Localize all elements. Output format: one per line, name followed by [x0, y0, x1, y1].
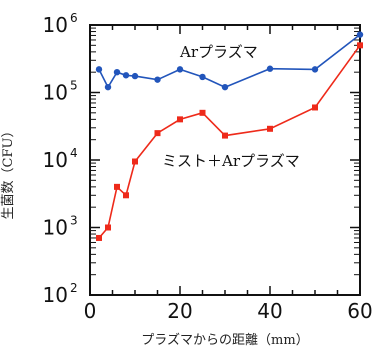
- series-0-point: [131, 72, 139, 80]
- series-0-point: [154, 76, 161, 83]
- x-tick-label: 20: [167, 299, 192, 323]
- x-tick-label: 60: [347, 299, 372, 323]
- y-tick-label: 10: [43, 81, 68, 105]
- series-1-point: [177, 116, 183, 123]
- series-1-point: [123, 192, 129, 199]
- x-axis-label: プラズマからの距離（mm）: [141, 332, 308, 348]
- annotation-ar-plasma: Arプラズマ: [179, 43, 258, 61]
- y-tick-label: 10: [43, 148, 68, 172]
- series-layer: [95, 31, 364, 241]
- series-1-point: [312, 104, 318, 111]
- x-tick-label: 0: [84, 299, 97, 323]
- series-0-point: [122, 72, 130, 79]
- annotation-mist-ar-plasma: ミスト＋Arプラズマ: [162, 152, 300, 170]
- y-tick-label: 10: [43, 216, 68, 240]
- series-1-point: [357, 42, 363, 49]
- series-1-point: [267, 125, 273, 132]
- y-tick-label: 10: [43, 13, 68, 37]
- x-tick-label: 40: [257, 299, 282, 323]
- y-tick-exponent: 5: [70, 79, 78, 93]
- series-1-point: [154, 130, 161, 137]
- series-1-point: [132, 158, 138, 165]
- series-1-point: [222, 132, 228, 139]
- y-tick-exponent: 4: [70, 146, 78, 160]
- series-0-point: [221, 83, 229, 91]
- y-tick-exponent: 3: [70, 214, 78, 228]
- y-tick-exponent: 2: [70, 281, 78, 295]
- series-1-point: [105, 224, 111, 231]
- y-tick-label: 10: [43, 283, 68, 307]
- series-1-point: [199, 109, 206, 116]
- series-0-point: [266, 65, 274, 72]
- series-1-point: [96, 234, 102, 241]
- series-1-point: [114, 183, 120, 190]
- y-axis-label: 生菌数（CFU）: [1, 125, 16, 220]
- series-0-point: [176, 66, 184, 73]
- series-0-point: [95, 66, 103, 73]
- series-0-point: [113, 68, 121, 76]
- series-line-1: [98, 44, 361, 239]
- series-0-point: [311, 66, 319, 73]
- series-0-point: [356, 31, 364, 38]
- series-0-point: [199, 73, 206, 81]
- plot-frame: [89, 24, 361, 296]
- series-0-point: [104, 83, 112, 91]
- y-tick-exponent: 6: [70, 11, 78, 25]
